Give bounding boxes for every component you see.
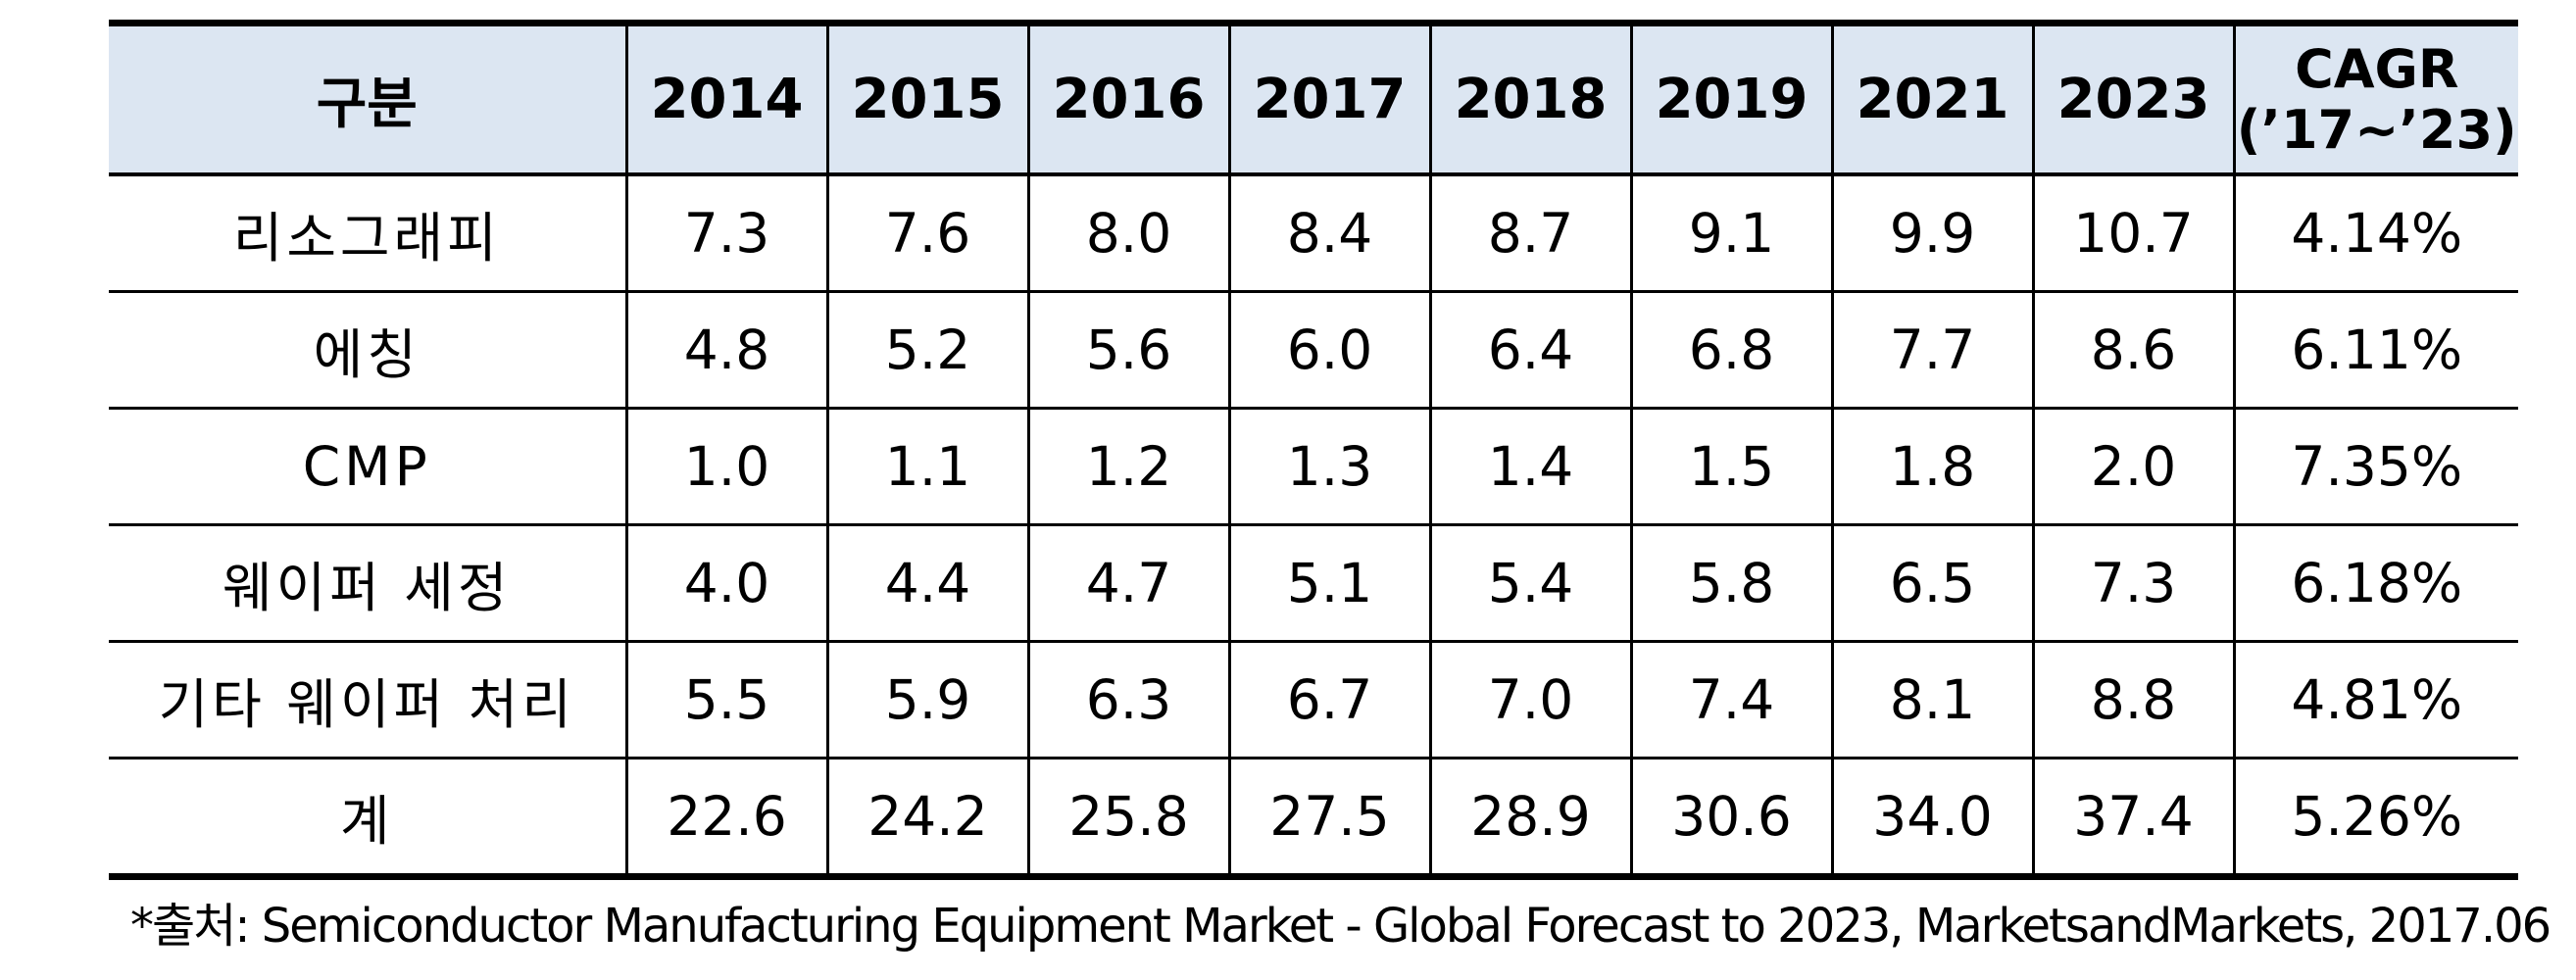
table-cell: 5.6	[1026, 291, 1231, 410]
table-cell: 6.5	[1830, 524, 2035, 643]
table-row: 웨이퍼 세정 4.0 4.4 4.7 5.1 5.4 5.8 6.5 7.3 6…	[109, 524, 2518, 643]
table-cell: 10.7	[2031, 174, 2236, 293]
table-cell: 8.7	[1428, 174, 1633, 293]
header-category: 구분	[109, 20, 628, 176]
cagr-cell: 7.35%	[2232, 408, 2518, 526]
table-cell: 28.9	[1428, 758, 1633, 880]
table-cell: 4.7	[1026, 524, 1231, 643]
header-year: 2014	[624, 20, 829, 176]
header-cagr-period: (’17~’23)	[2236, 98, 2517, 161]
table-cell: 7.6	[825, 174, 1030, 293]
header-year: 2021	[1830, 20, 2035, 176]
table-cell: 1.5	[1629, 408, 1834, 526]
market-table: 구분 2014 2015 2016 2017 2018 2019 2021 20…	[109, 20, 2518, 880]
header-year: 2015	[825, 20, 1030, 176]
table-row-total: 계 22.6 24.2 25.8 27.5 28.9 30.6 34.0 37.…	[109, 758, 2518, 880]
row-label: 에칭	[109, 291, 628, 410]
table-cell: 5.1	[1227, 524, 1432, 643]
table-cell: 6.0	[1227, 291, 1432, 410]
row-label: 기타 웨이퍼 처리	[109, 641, 628, 760]
header-year: 2019	[1629, 20, 1834, 176]
table-cell: 8.4	[1227, 174, 1432, 293]
table-cell: 5.2	[825, 291, 1030, 410]
table-cell: 4.4	[825, 524, 1030, 643]
header-cagr-title: CAGR	[2295, 37, 2459, 100]
table-cell: 7.0	[1428, 641, 1633, 760]
source-note: *출처: Semiconductor Manufacturing Equipme…	[130, 899, 2551, 954]
table-cell: 7.7	[1830, 291, 2035, 410]
table-cell: 5.5	[624, 641, 829, 760]
table-cell: 30.6	[1629, 758, 1834, 880]
table-cell: 4.0	[624, 524, 829, 643]
table-cell: 1.8	[1830, 408, 2035, 526]
row-label: 계	[109, 758, 628, 880]
header-cagr: CAGR (’17~’23)	[2232, 20, 2518, 176]
row-label: CMP	[109, 408, 628, 526]
table-cell: 6.7	[1227, 641, 1432, 760]
table-cell: 5.9	[825, 641, 1030, 760]
table-cell: 5.8	[1629, 524, 1834, 643]
table-cell: 7.3	[624, 174, 829, 293]
table-cell: 1.2	[1026, 408, 1231, 526]
table-cell: 6.4	[1428, 291, 1633, 410]
header-year: 2023	[2031, 20, 2236, 176]
table-cell: 34.0	[1830, 758, 2035, 880]
header-year: 2016	[1026, 20, 1231, 176]
table-cell: 27.5	[1227, 758, 1432, 880]
table-row: 리소그래피 7.3 7.6 8.0 8.4 8.7 9.1 9.9 10.7 4…	[109, 174, 2518, 293]
row-label: 리소그래피	[109, 174, 628, 293]
market-table-container: 구분 2014 2015 2016 2017 2018 2019 2021 20…	[109, 20, 2518, 880]
table-cell: 5.4	[1428, 524, 1633, 643]
header-year: 2017	[1227, 20, 1432, 176]
table-cell: 25.8	[1026, 758, 1231, 880]
table-cell: 9.9	[1830, 174, 2035, 293]
table-row: 기타 웨이퍼 처리 5.5 5.9 6.3 6.7 7.0 7.4 8.1 8.…	[109, 641, 2518, 760]
cagr-cell: 4.81%	[2232, 641, 2518, 760]
cagr-cell: 5.26%	[2232, 758, 2518, 880]
cagr-cell: 4.14%	[2232, 174, 2518, 293]
table-cell: 6.8	[1629, 291, 1834, 410]
table-cell: 1.0	[624, 408, 829, 526]
table-cell: 7.3	[2031, 524, 2236, 643]
table-cell: 37.4	[2031, 758, 2236, 880]
table-cell: 8.1	[1830, 641, 2035, 760]
cagr-cell: 6.11%	[2232, 291, 2518, 410]
table-cell: 8.0	[1026, 174, 1231, 293]
row-label: 웨이퍼 세정	[109, 524, 628, 643]
table-cell: 4.8	[624, 291, 829, 410]
table-cell: 1.3	[1227, 408, 1432, 526]
table-cell: 7.4	[1629, 641, 1834, 760]
header-row: 구분 2014 2015 2016 2017 2018 2019 2021 20…	[109, 20, 2518, 176]
table-cell: 1.4	[1428, 408, 1633, 526]
table-cell: 9.1	[1629, 174, 1834, 293]
table-cell: 24.2	[825, 758, 1030, 880]
table-cell: 8.6	[2031, 291, 2236, 410]
header-year: 2018	[1428, 20, 1633, 176]
table-row: 에칭 4.8 5.2 5.6 6.0 6.4 6.8 7.7 8.6 6.11%	[109, 291, 2518, 410]
table-cell: 22.6	[624, 758, 829, 880]
cagr-cell: 6.18%	[2232, 524, 2518, 643]
table-cell: 6.3	[1026, 641, 1231, 760]
table-cell: 2.0	[2031, 408, 2236, 526]
table-row: CMP 1.0 1.1 1.2 1.3 1.4 1.5 1.8 2.0 7.35…	[109, 408, 2518, 526]
table-cell: 1.1	[825, 408, 1030, 526]
table-cell: 8.8	[2031, 641, 2236, 760]
